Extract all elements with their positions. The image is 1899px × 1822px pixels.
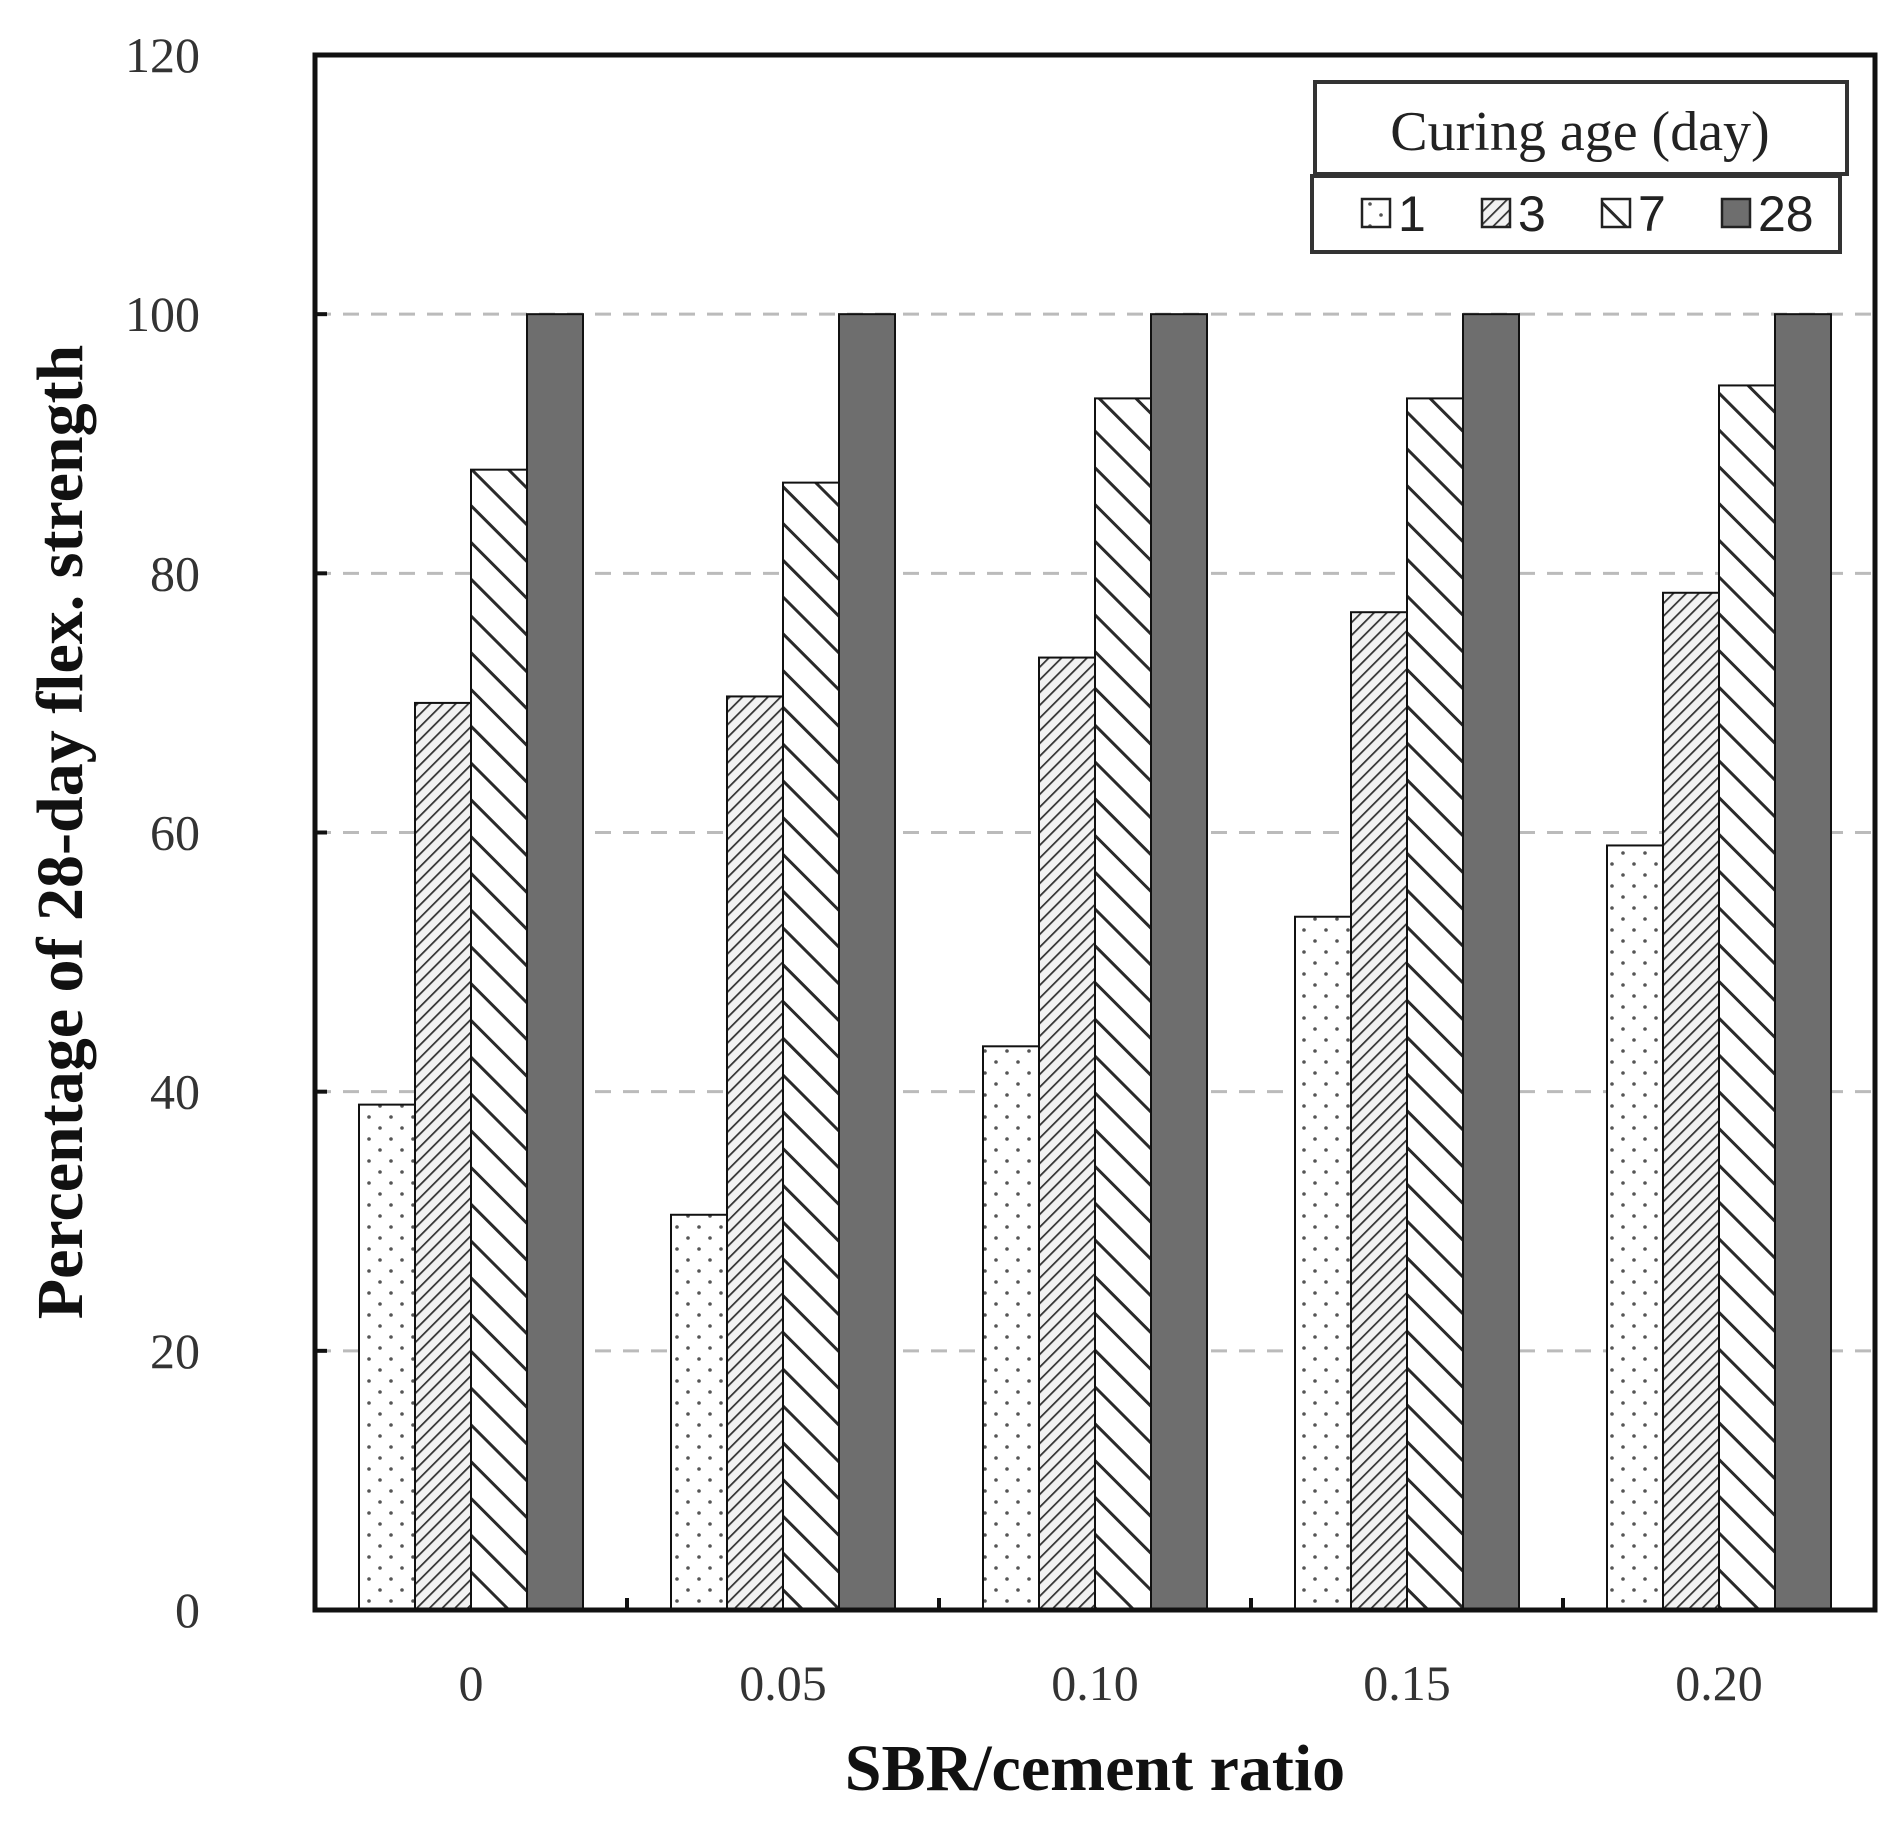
x-tick-label: 0.15 [1363, 1655, 1451, 1711]
bars [358, 313, 1832, 1612]
bar-age-1-ratio-0.20 [1606, 844, 1664, 1611]
bar-age-1-ratio-0.10 [982, 1045, 1040, 1611]
y-tick-label: 40 [150, 1064, 200, 1120]
y-tick-label: 20 [150, 1323, 200, 1379]
bar-age-3-ratio-0.05 [726, 695, 784, 1611]
y-tick-label: 80 [150, 545, 200, 601]
x-tick-label: 0.20 [1675, 1655, 1763, 1711]
x-tick-label: 0.05 [739, 1655, 827, 1711]
bar-age-7-ratio-0.20 [1718, 384, 1776, 1611]
y-tick-label: 60 [150, 805, 200, 861]
legend-items: 1 3 7 28 [1360, 186, 1814, 242]
y-axis-title: Percentage of 28-day flex. strength [24, 345, 97, 1320]
x-axis-title: SBR/cement ratio [845, 1732, 1345, 1805]
y-tick-label: 0 [175, 1582, 200, 1638]
legend-swatch-1 [1360, 197, 1392, 229]
legend-label-28: 28 [1758, 186, 1814, 242]
bar-age-3-ratio-0.20 [1662, 591, 1720, 1611]
bar-age-3-ratio-0 [414, 701, 472, 1611]
y-tick-label: 100 [125, 286, 200, 342]
legend-label-7: 7 [1638, 186, 1666, 242]
bar-age-7-ratio-0 [470, 468, 528, 1612]
bar-age-28-ratio-0.05 [838, 313, 896, 1612]
bar-age-1-ratio-0 [358, 1103, 416, 1611]
x-axis-ticks: 0 0.05 0.10 0.15 0.20 [459, 1598, 1763, 1711]
bar-age-3-ratio-0.15 [1350, 611, 1408, 1611]
legend-label-3: 3 [1518, 186, 1546, 242]
legend: Curing age (day) 1 3 7 28 [1310, 80, 1849, 254]
bar-age-7-ratio-0.15 [1406, 397, 1464, 1611]
legend-swatch-7 [1600, 197, 1632, 229]
bar-age-28-ratio-0 [526, 313, 584, 1612]
bar-age-3-ratio-0.10 [1038, 656, 1096, 1611]
bar-age-1-ratio-0.15 [1294, 915, 1352, 1611]
bar-age-7-ratio-0.10 [1094, 397, 1152, 1611]
legend-title-box [1313, 80, 1849, 176]
y-tick-label: 120 [125, 27, 200, 83]
legend-swatch-28 [1720, 197, 1752, 229]
legend-items-box [1310, 174, 1842, 254]
bar-age-28-ratio-0.20 [1774, 313, 1832, 1612]
x-tick-label: 0 [459, 1655, 484, 1711]
bar-age-28-ratio-0.10 [1150, 313, 1208, 1612]
bar-age-7-ratio-0.05 [782, 481, 840, 1611]
x-tick-label: 0.10 [1051, 1655, 1139, 1711]
bar-age-1-ratio-0.05 [670, 1213, 728, 1612]
bar-age-28-ratio-0.15 [1462, 313, 1520, 1612]
legend-swatch-3 [1480, 197, 1512, 229]
legend-label-1: 1 [1398, 186, 1426, 242]
y-axis-ticks: 0 20 40 60 80 100 120 [125, 27, 327, 1638]
legend-title: Curing age (day) [1390, 101, 1769, 163]
